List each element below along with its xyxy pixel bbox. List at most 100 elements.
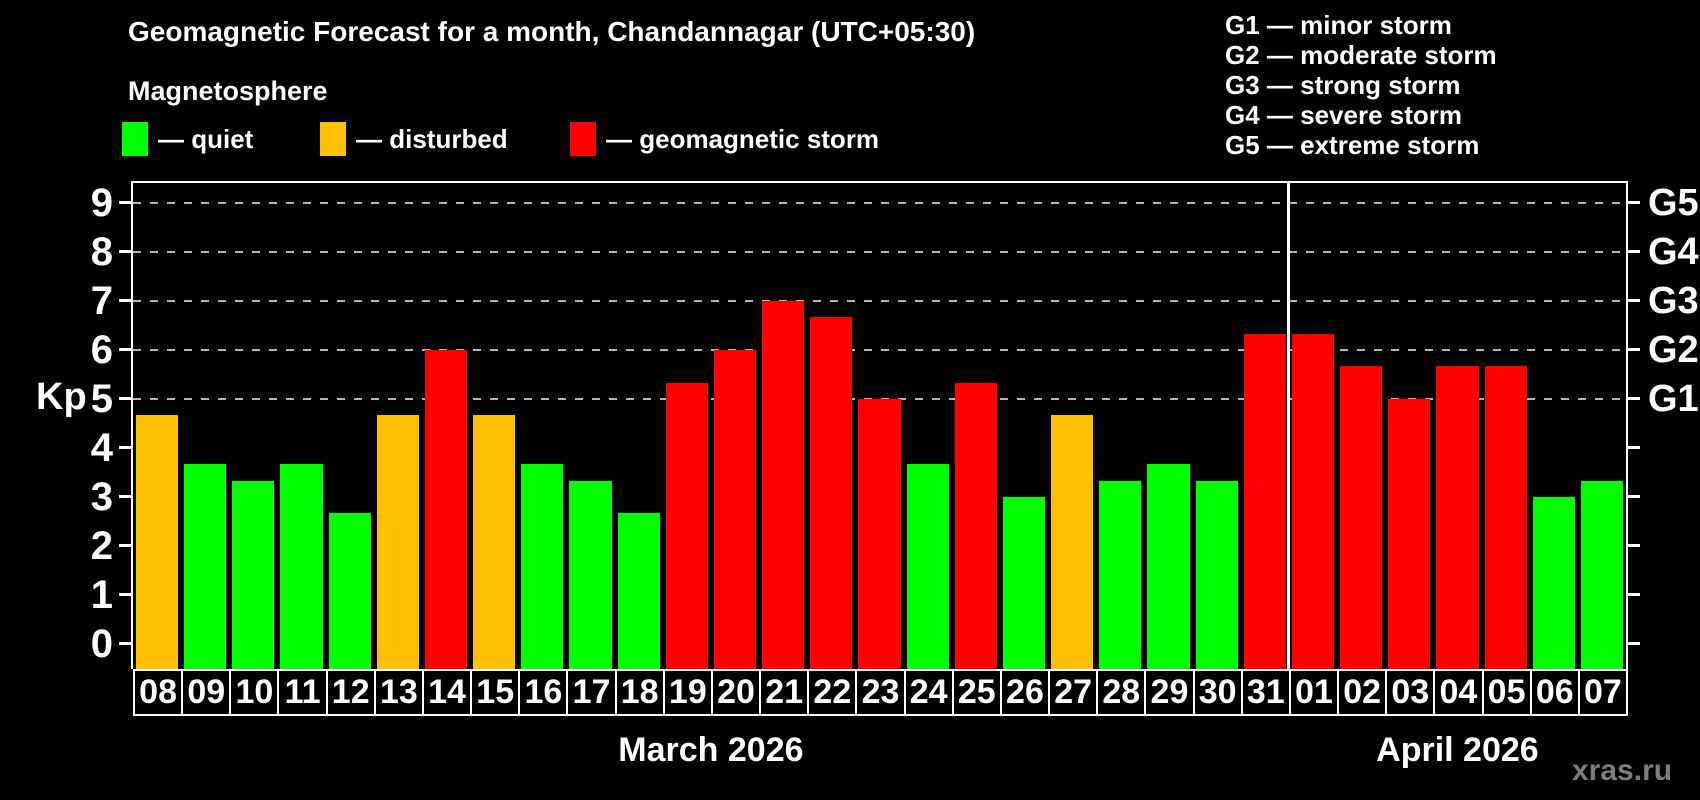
g-legend-item-g4: G4 — severe storm: [1225, 100, 1463, 130]
day-label-19: 19: [662, 669, 713, 716]
bar-day-04: [1436, 365, 1479, 669]
y-tick-right-2: [1628, 544, 1640, 548]
day-label-25: 25: [951, 669, 1002, 716]
day-label-17: 17: [566, 669, 617, 716]
day-label-24: 24: [903, 669, 954, 716]
y-tick-left-9: [119, 201, 131, 205]
bar-day-02: [1340, 365, 1383, 669]
gridline-kp-9: [133, 201, 1626, 204]
day-label-08: 08: [133, 669, 184, 716]
bar-day-19: [665, 382, 708, 669]
legend-label-disturbed: — disturbed: [356, 124, 508, 154]
legend-swatch-disturbed: [320, 122, 346, 156]
bar-day-21: [762, 300, 805, 669]
day-label-15: 15: [470, 669, 521, 716]
chart-subtitle: Magnetosphere: [128, 76, 328, 106]
y-tick-label-5: 5: [90, 376, 113, 421]
bar-day-30: [1195, 480, 1238, 669]
day-label-23: 23: [855, 669, 906, 716]
y-tick-left-0: [119, 642, 131, 646]
y-tick-left-1: [119, 593, 131, 597]
g-level-label-g2: G2: [1648, 328, 1699, 371]
bar-day-20: [713, 349, 757, 669]
day-label-22: 22: [807, 669, 858, 716]
bar-day-27: [1051, 414, 1094, 669]
y-tick-right-7: [1628, 299, 1640, 303]
y-tick-label-9: 9: [90, 180, 113, 225]
legend-swatch-storm: [570, 122, 596, 156]
bar-day-18: [617, 513, 660, 669]
bar-day-01: [1291, 333, 1335, 669]
x-axis-day-strip: 08 09 10 11 12 13 14 15 16 17 18 19 20 21 22 23 24 25 26 27…: [133, 669, 1628, 716]
bar-day-13: [376, 414, 419, 669]
day-label-11: 11: [277, 669, 328, 716]
y-tick-right-3: [1628, 495, 1640, 499]
y-tick-label-6: 6: [90, 327, 113, 372]
bar-day-17: [569, 480, 612, 669]
g-scale-legend: G1 — minor storm G2 — moderate storm G3 …: [1225, 10, 1497, 160]
day-label-28: 28: [1096, 669, 1147, 716]
day-label-16: 16: [518, 669, 569, 716]
bar-day-08: [136, 414, 179, 669]
y-tick-right-5: [1628, 397, 1640, 401]
y-tick-left-5: [119, 397, 131, 401]
g-legend-item-g3: G3 — strong storm: [1225, 70, 1461, 100]
gridline-kp-5: [133, 397, 1626, 400]
y-tick-label-1: 1: [90, 572, 113, 617]
month-label-march: March 2026: [618, 731, 804, 769]
bar-day-16: [521, 464, 564, 669]
bar-day-14: [424, 349, 468, 669]
g-level-label-g3: G3: [1648, 279, 1699, 322]
day-label-14: 14: [421, 669, 473, 716]
g-legend-item-g1: G1 — minor storm: [1225, 10, 1452, 40]
bar-day-05: [1484, 365, 1527, 669]
day-label-20: 20: [710, 669, 762, 716]
bar-day-22: [810, 316, 853, 669]
y-tick-label-3: 3: [90, 474, 113, 519]
y-tick-right-0: [1628, 642, 1640, 646]
bar-day-31: [1243, 333, 1286, 669]
g-level-label-g5: G5: [1648, 181, 1699, 224]
g-level-label-g1: G1: [1648, 377, 1699, 420]
day-label-01: 01: [1288, 669, 1340, 716]
g-legend-item-g5: G5 — extreme storm: [1225, 130, 1480, 160]
day-label-10: 10: [229, 669, 280, 716]
watermark: xras.ru: [1572, 754, 1673, 787]
y-tick-left-4: [119, 446, 131, 450]
y-tick-right-6: [1628, 348, 1640, 352]
bar-day-25: [954, 382, 997, 669]
bar-day-23: [858, 398, 901, 669]
bar-day-07: [1580, 480, 1623, 669]
y-tick-right-4: [1628, 446, 1640, 450]
day-label-09: 09: [181, 669, 232, 716]
day-label-21: 21: [759, 669, 810, 716]
bar-day-29: [1147, 464, 1190, 669]
day-label-30: 30: [1192, 669, 1243, 716]
month-separator-line: [1287, 183, 1291, 669]
y-tick-label-2: 2: [90, 523, 113, 568]
day-label-18: 18: [614, 669, 665, 716]
y-tick-left-7: [119, 299, 131, 303]
g-legend-item-g2: G2 — moderate storm: [1225, 40, 1497, 70]
g-level-label-g4: G4: [1648, 230, 1699, 273]
y-tick-left-2: [119, 544, 131, 548]
day-label-03: 03: [1385, 669, 1436, 716]
day-label-26: 26: [999, 669, 1051, 716]
y-tick-label-0: 0: [90, 621, 113, 666]
gridline-kp-8: [133, 250, 1626, 253]
bar-day-28: [1099, 480, 1142, 669]
day-label-04: 04: [1433, 669, 1484, 716]
y-tick-right-8: [1628, 250, 1640, 254]
y-tick-right-1: [1628, 593, 1640, 597]
bar-day-12: [328, 513, 371, 669]
bar-day-26: [1002, 496, 1046, 669]
day-label-27: 27: [1048, 669, 1099, 716]
y-tick-left-8: [119, 250, 131, 254]
bar-day-03: [1388, 398, 1431, 669]
bar-day-10: [232, 480, 275, 669]
bar-day-24: [906, 464, 949, 669]
page-title: Geomagnetic Forecast for a month, Chanda…: [128, 16, 976, 47]
y-axis-title: Kp: [36, 376, 87, 418]
y-tick-label-8: 8: [90, 229, 113, 274]
